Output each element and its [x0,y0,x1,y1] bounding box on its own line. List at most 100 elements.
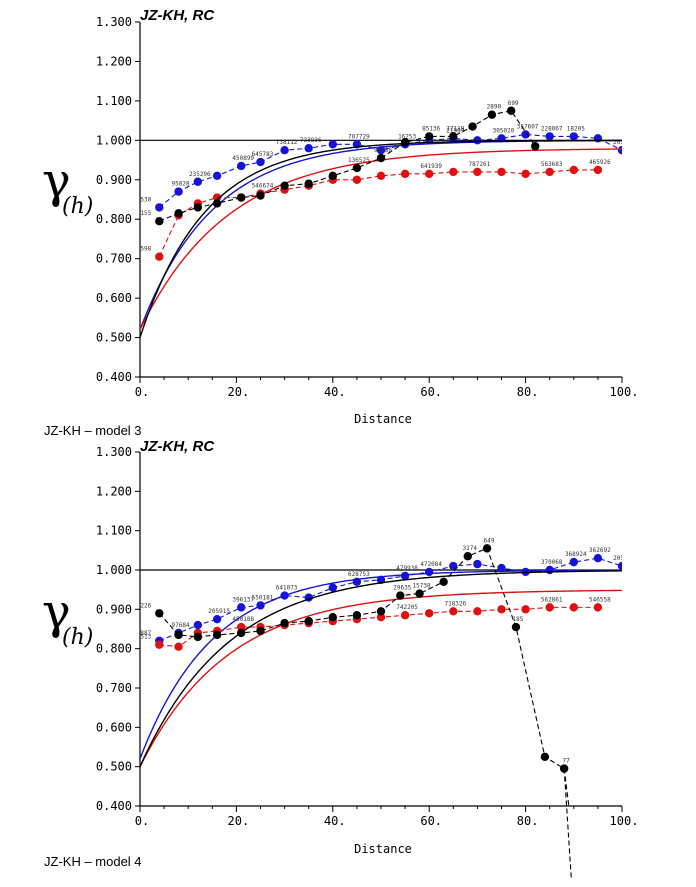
point-pair-label: 645783 [252,151,274,158]
data-point [237,193,246,202]
data-point [352,577,362,586]
chart-caption: JZ-KH – model 3 [44,423,142,438]
data-point [540,752,550,762]
y-tick-label: 1.300 [96,15,132,29]
point-pair-label: 18205 [567,125,585,132]
data-point [569,132,578,141]
data-point [425,609,434,618]
x-tick-label: 100. [610,814,639,828]
data-point [280,591,289,600]
y-tick-label: 0.400 [96,370,132,384]
data-point [212,171,222,181]
y-axis-label: γ [42,584,71,640]
point-pair-label: 641939 [420,163,442,170]
data-point [439,577,448,586]
data-point [473,136,482,145]
data-point [617,145,622,155]
data-point [237,628,246,638]
x-tick-label: 80. [517,814,539,828]
data-point [521,605,530,614]
point-pair-label: 738112 [276,139,298,146]
series-2: 598 546674 641939 787261 563683 465926 [140,148,622,330]
point-pair-label: 742205 [396,604,418,611]
data-point [155,203,164,212]
point-pair-label: 305020 [493,127,515,134]
data-point [304,179,313,188]
data-point [256,157,265,167]
y-axis-label: γ [42,153,71,209]
point-pair-label: 450899 [232,155,254,162]
experimental-line [158,547,570,806]
data-point [237,161,246,171]
data-point [396,591,405,600]
y-tick-label: 0.900 [96,173,132,187]
point-pair-label: 368924 [565,551,587,558]
data-point [212,614,222,624]
point-pair-label: 95828 [172,181,190,188]
y-tick-label: 1.100 [96,524,132,538]
data-point [473,559,482,569]
data-point [328,613,337,622]
point-pair-label: 513 [140,634,151,641]
data-point [425,169,434,179]
point-pair-label: 185 [513,616,524,623]
point-pair-label: 155 [140,210,151,217]
data-point [545,167,554,177]
data-point [376,171,386,181]
data-point [352,163,362,173]
point-pair-label: 77119 [446,125,464,132]
point-pair-label: 598 [140,246,151,253]
data-point [425,132,434,141]
y-tick-label: 0.700 [96,681,132,695]
point-pair-label: 707729 [348,133,370,140]
data-point [521,169,530,179]
data-point [328,140,337,149]
model-curve [140,589,622,767]
point-pair-label: 235296 [189,171,211,178]
y-tick-label: 1.300 [96,445,132,459]
point-pair-label: 97684 [172,622,190,629]
y-tick-label: 0.400 [96,799,132,813]
point-pair-label: 91988 [374,147,392,154]
experimental-line-tail [563,768,572,881]
y-tick-label: 0.500 [96,760,132,774]
data-point [155,640,164,649]
point-pair-label: 226 [140,602,151,609]
point-pair-label: 370068 [541,559,563,566]
data-point [155,609,164,618]
point-pair-label: 205143 [613,139,635,146]
y-tick-label: 0.900 [96,602,132,616]
point-pair-label: 85136 [422,125,440,132]
data-point [352,175,362,184]
point-pair-label: 136525 [348,157,370,164]
data-point [473,167,482,177]
y-tick-label: 0.500 [96,331,132,345]
data-point [593,554,603,563]
data-point [376,153,386,163]
experimental-line [158,169,598,257]
data-point [511,622,521,632]
y-tick-label: 0.700 [96,252,132,266]
y-tick-label: 1.000 [96,133,132,147]
data-point [593,134,603,143]
series-3: 155 136525 91988 85136 77119 2890 699 [140,100,622,338]
y-axis-label-sub: (h) [62,194,93,219]
point-pair-label: 546558 [589,596,611,603]
data-point [280,145,289,155]
x-tick-label: 100. [610,385,639,399]
point-pair-label: 357607 [517,123,539,130]
data-point [497,563,506,573]
chart-panel-1: 0.400 0.500 0.600 0.700 0.800 0.900 1.000 1.100… [42,7,638,438]
data-point [473,607,482,616]
point-pair-label: 396137 [232,596,254,603]
data-point [449,132,458,141]
point-pair-label: 530 [140,196,151,203]
point-pair-label: 450188 [232,616,254,623]
x-tick-label: 20. [228,385,250,399]
data-point [545,603,554,612]
data-point [193,632,203,642]
data-point [468,122,477,131]
